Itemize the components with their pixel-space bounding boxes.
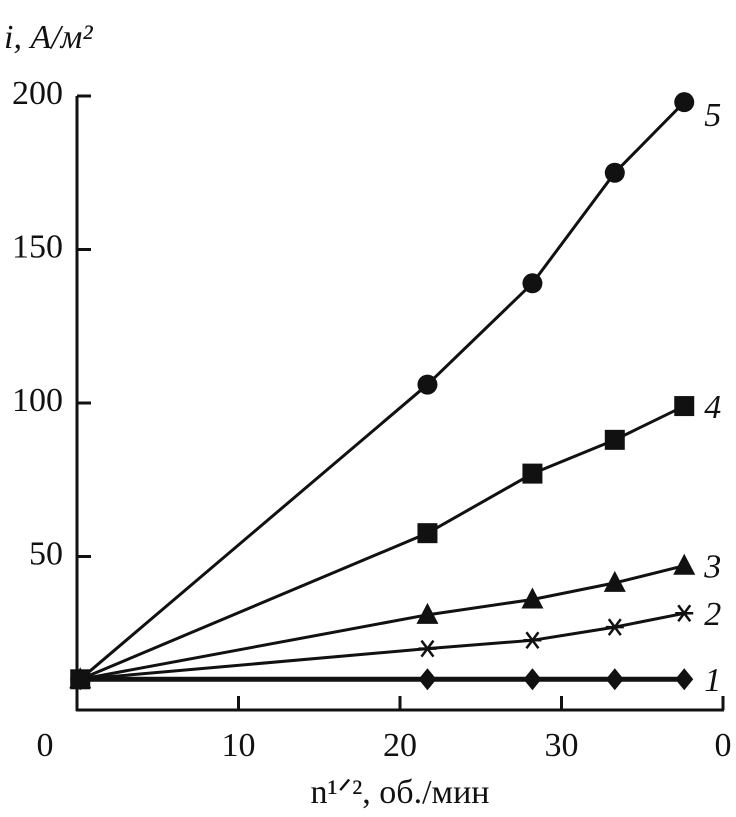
marker (70, 669, 91, 690)
marker (673, 553, 696, 575)
marker (416, 602, 439, 624)
series-label: 1 (704, 662, 721, 699)
series-line (79, 101, 686, 681)
y-tick-label: 150 (12, 228, 63, 265)
marker (674, 92, 695, 113)
y-axis-label: i, А/м² (4, 19, 93, 56)
series-label: 5 (704, 97, 721, 134)
marker (521, 587, 544, 609)
x-tick-label: 30 (545, 727, 579, 764)
x-axis-label: n¹ᐟ², об./мин (311, 774, 490, 811)
y-tick-label: 50 (29, 535, 63, 572)
series-label: 4 (704, 389, 721, 426)
series-line (79, 404, 685, 681)
series-label: 2 (704, 596, 721, 633)
series-line (79, 564, 685, 681)
marker (604, 429, 625, 450)
marker (675, 604, 694, 623)
x-tick-label: 0 (37, 727, 54, 764)
marker (603, 570, 626, 592)
x-tick-label: 10 (222, 727, 256, 764)
series-label: 3 (703, 549, 721, 586)
marker (417, 374, 438, 395)
marker (523, 631, 542, 650)
marker (604, 162, 625, 183)
marker (418, 639, 437, 658)
x-tick-label: 0 (715, 727, 732, 764)
marker (418, 668, 437, 691)
x-tick-label: 20 (383, 727, 417, 764)
marker (674, 396, 695, 417)
marker (605, 618, 624, 636)
marker (523, 668, 542, 691)
marker (675, 668, 694, 691)
marker (522, 463, 543, 484)
y-tick-label: 100 (12, 382, 63, 419)
marker (605, 668, 624, 691)
marker (522, 273, 543, 294)
marker (417, 523, 438, 544)
y-tick-label: 200 (12, 75, 63, 112)
